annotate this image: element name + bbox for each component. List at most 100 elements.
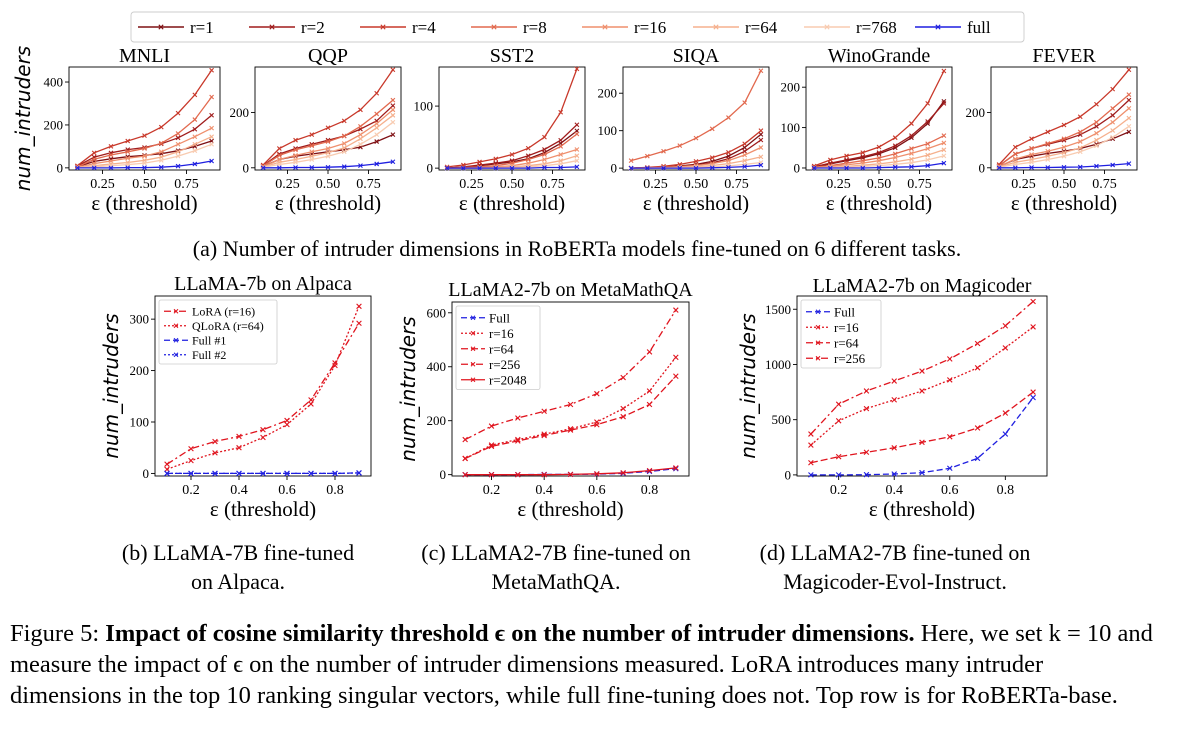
- data-point: [293, 137, 298, 143]
- data-point: [209, 125, 215, 131]
- y-axis-label: num_intruders: [396, 316, 420, 461]
- data-point: [1126, 67, 1132, 73]
- series-r-64: [462, 373, 679, 462]
- top-legend-item: r=768: [804, 18, 897, 37]
- y-tick-label: 200: [130, 363, 150, 378]
- x-tick-label: 0.75: [540, 177, 565, 192]
- data-point: [358, 107, 363, 113]
- data-point: [1077, 164, 1083, 170]
- data-point: [325, 150, 331, 155]
- data-point: [644, 153, 650, 159]
- data-point: [108, 152, 114, 158]
- x-tick-label: 0.25: [275, 177, 300, 192]
- data-point: [493, 165, 499, 171]
- data-point: [188, 470, 194, 477]
- chart-magicoder: LLaMA2-7b on Magicoder 0.2 0.4 0.6 0.8 0 500 10…: [736, 275, 1048, 521]
- data-point: [1002, 431, 1009, 437]
- chart-metamath: LLaMA2-7b on MetaMathQA 0.2 0.4 0.6 0.8 0 200 4…: [396, 279, 693, 521]
- data-point: [941, 68, 947, 74]
- data-point: [1094, 137, 1099, 143]
- figure-caption-bold: Impact of cosine similarity threshold ϵ …: [105, 620, 915, 647]
- data-point: [860, 154, 866, 160]
- x-tick-label: 0.4: [885, 483, 903, 498]
- data-point: [863, 388, 870, 394]
- y-tick-label: 0: [143, 466, 150, 481]
- data-point: [309, 157, 315, 162]
- data-point: [374, 132, 380, 138]
- top-legend-label: r=16: [634, 18, 666, 37]
- data-point: [192, 92, 198, 98]
- data-point: [919, 439, 925, 446]
- data-point: [1077, 129, 1083, 135]
- series-line: [262, 69, 394, 166]
- data-point: [188, 445, 194, 452]
- series-full-2: [164, 470, 362, 477]
- data-point: [974, 340, 981, 347]
- data-point: [358, 141, 363, 147]
- series-line: [810, 397, 1034, 476]
- data-point: [646, 388, 653, 394]
- series-r-8: [628, 68, 764, 164]
- data-point: [1110, 162, 1116, 168]
- data-point: [390, 119, 396, 125]
- data-point: [860, 150, 866, 156]
- data-point: [673, 354, 679, 361]
- top-legend-item: r=4: [360, 18, 436, 37]
- x-axis-label: ε (threshold): [826, 191, 932, 215]
- data-point: [358, 123, 363, 129]
- data-point: [574, 131, 580, 137]
- data-point: [758, 154, 764, 160]
- y-axis-label: num_intruders: [736, 313, 760, 458]
- data-point: [142, 153, 147, 159]
- series-r-16: [260, 107, 396, 170]
- data-point: [620, 469, 626, 476]
- data-point: [1012, 165, 1018, 171]
- legend-label: r=256: [834, 351, 866, 366]
- x-tick-label: 0.75: [1092, 177, 1117, 192]
- y-tick-label: 400: [427, 359, 447, 374]
- legend-label: r=64: [489, 341, 514, 356]
- data-point: [567, 471, 574, 478]
- data-point: [1061, 164, 1067, 170]
- series-full: [811, 160, 947, 171]
- series-r-8: [74, 94, 215, 170]
- data-point: [1126, 161, 1132, 167]
- data-point: [919, 368, 925, 374]
- data-point: [1094, 163, 1099, 169]
- data-point: [1002, 323, 1009, 329]
- data-point: [308, 397, 314, 403]
- data-point: [742, 148, 748, 154]
- data-point: [919, 388, 925, 394]
- data-point: [1002, 345, 1009, 351]
- data-point: [515, 471, 521, 478]
- y-tick-label: 0: [785, 467, 792, 482]
- chart-title: QQP: [308, 45, 348, 67]
- data-point: [946, 465, 953, 472]
- top-legend-marker: [380, 24, 386, 30]
- data-point: [558, 144, 564, 149]
- legend-label: Full #2: [192, 348, 226, 362]
- data-point: [1061, 153, 1067, 159]
- data-point: [477, 165, 482, 171]
- data-point: [509, 165, 515, 171]
- series-line: [262, 109, 394, 168]
- chart-title: SST2: [490, 45, 534, 67]
- data-point: [142, 133, 147, 139]
- data-point: [212, 450, 218, 456]
- legend-label: LoRA (r=16): [192, 304, 255, 318]
- plot-frame: [154, 295, 372, 477]
- y-tick-label: 300: [130, 312, 150, 327]
- data-point: [341, 149, 347, 155]
- data-point: [742, 158, 748, 164]
- series-line: [998, 94, 1130, 167]
- data-point: [574, 122, 580, 128]
- data-point: [164, 461, 170, 467]
- caption-c-line1: (c) LLaMA2-7B fine-tuned on: [421, 540, 690, 565]
- legend-marker: [815, 340, 821, 346]
- data-point: [758, 162, 764, 168]
- y-tick-label: 100: [598, 123, 618, 138]
- caption-b-line2: on Alpaca.: [191, 569, 285, 594]
- data-point: [175, 141, 181, 147]
- data-point: [91, 165, 97, 171]
